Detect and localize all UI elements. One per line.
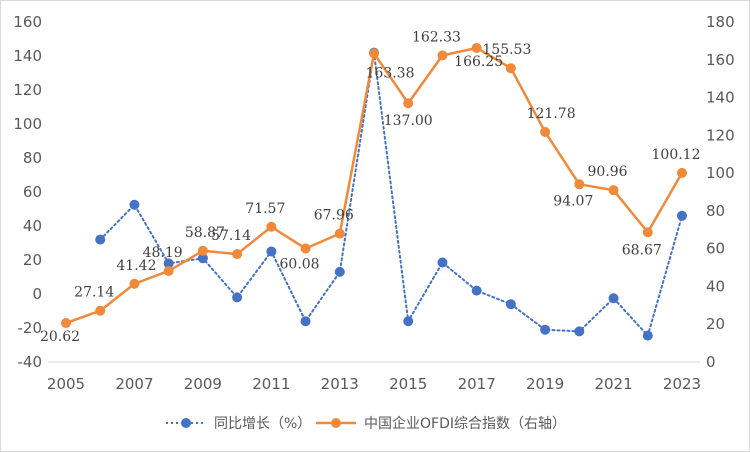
ofdi-data-label: 155.53 bbox=[482, 42, 531, 58]
ofdi-point bbox=[471, 42, 482, 53]
x-axis-tick-label: 2019 bbox=[526, 375, 564, 393]
ofdi-point bbox=[129, 278, 140, 289]
axes: -40 -20 0 20 40 60 80 100 120 140 160 0 20 40 60 80 100 1… bbox=[13, 13, 734, 393]
ofdi-data-label: 58.87 bbox=[185, 225, 225, 241]
growth-point bbox=[540, 324, 551, 335]
growth-point bbox=[95, 234, 106, 245]
growth-point bbox=[163, 258, 174, 269]
right-axis-tick-label: 80 bbox=[706, 202, 725, 220]
left-axis-tick-label: 60 bbox=[23, 183, 42, 201]
growth-point bbox=[642, 330, 653, 341]
ofdi-data-label: 90.96 bbox=[588, 164, 628, 180]
legend-ofdi-label: 中国企业OFDI综合指数（右轴） bbox=[364, 415, 566, 432]
ofdi-point bbox=[163, 265, 174, 276]
right-axis-tick-label: 60 bbox=[706, 240, 725, 258]
right-axis-tick-label: 20 bbox=[706, 315, 725, 333]
right-axis-tick-label: 100 bbox=[706, 164, 735, 182]
ofdi-point bbox=[540, 126, 551, 137]
right-axis-tick-label: 180 bbox=[706, 13, 735, 31]
left-axis-tick-label: 100 bbox=[13, 115, 42, 133]
growth-point bbox=[300, 316, 311, 327]
growth-point bbox=[574, 326, 585, 337]
ofdi-point bbox=[334, 228, 345, 239]
right-axis-tick-label: 0 bbox=[706, 353, 716, 371]
legend-ofdi-marker bbox=[331, 418, 341, 428]
ofdi-point bbox=[300, 243, 311, 254]
ofdi-data-label: 94.07 bbox=[553, 193, 593, 209]
left-axis-tick-label: 0 bbox=[32, 285, 42, 303]
growth-point bbox=[471, 285, 482, 296]
ofdi-point bbox=[642, 227, 653, 238]
ofdi-point bbox=[266, 221, 277, 232]
growth-series-line bbox=[99, 52, 683, 338]
ofdi-point bbox=[369, 48, 379, 59]
ofdi-data-label: 60.08 bbox=[280, 257, 320, 273]
left-axis-tick-label: 160 bbox=[13, 13, 42, 31]
ofdi-point bbox=[505, 63, 516, 74]
legend-growth-label: 同比增长（%） bbox=[214, 416, 311, 432]
x-axis-tick-label: 2023 bbox=[663, 375, 701, 393]
ofdi-data-label: 163.38 bbox=[366, 65, 415, 81]
x-axis-tick-label: 2005 bbox=[47, 375, 85, 393]
left-axis-tick-label: 140 bbox=[13, 47, 42, 65]
x-axis-tick-label: 2017 bbox=[458, 375, 496, 393]
growth-point bbox=[608, 293, 619, 304]
ofdi-point bbox=[232, 249, 243, 260]
ofdi-data-label: 41.42 bbox=[116, 258, 156, 274]
ofdi-data-label: 57.14 bbox=[211, 228, 251, 244]
ofdi-point bbox=[95, 305, 106, 316]
ofdi-data-label: 162.33 bbox=[412, 29, 461, 45]
x-axis-tick-label: 2009 bbox=[184, 375, 222, 393]
growth-point bbox=[129, 199, 140, 210]
ofdi-point bbox=[677, 167, 687, 178]
right-axis-tick-label: 140 bbox=[706, 89, 735, 107]
growth-point bbox=[403, 316, 414, 327]
legend: 同比增长（%） 中国企业OFDI综合指数（右轴） bbox=[166, 415, 566, 432]
right-axis-tick-label: 160 bbox=[706, 51, 735, 69]
left-axis-tick-label: -20 bbox=[18, 319, 43, 337]
left-axis-tick-label: 120 bbox=[13, 81, 42, 99]
series-ofdi-index bbox=[61, 42, 687, 329]
ofdi-point bbox=[61, 318, 71, 329]
ofdi-point bbox=[437, 50, 448, 61]
left-axis-tick-label: 80 bbox=[23, 149, 42, 167]
right-axis-tick-label: 120 bbox=[706, 126, 735, 144]
ofdi-data-label: 137.00 bbox=[384, 113, 433, 129]
left-axis-tick-label: 20 bbox=[23, 251, 42, 269]
growth-point bbox=[266, 246, 277, 257]
ofdi-point bbox=[574, 179, 585, 190]
left-axis-tick-label: 40 bbox=[23, 217, 42, 235]
ofdi-data-label: 67.96 bbox=[314, 208, 354, 224]
ofdi-data-label: 166.25 bbox=[454, 54, 503, 70]
growth-point bbox=[437, 257, 448, 268]
x-axis-tick-label: 2011 bbox=[252, 375, 290, 393]
left-axis-tick-label: -40 bbox=[18, 353, 43, 371]
ofdi-data-label: 48.19 bbox=[143, 245, 183, 261]
ofdi-data-label: 121.78 bbox=[527, 106, 576, 122]
ofdi-data-label: 27.14 bbox=[74, 285, 114, 301]
ofdi-data-label: 71.57 bbox=[245, 201, 285, 217]
ofdi-point bbox=[403, 98, 414, 109]
ofdi-point bbox=[197, 245, 208, 256]
x-axis-tick-label: 2007 bbox=[115, 375, 153, 393]
ofdi-point bbox=[608, 185, 619, 196]
legend-growth-marker bbox=[181, 418, 191, 428]
growth-point bbox=[232, 292, 243, 303]
growth-point bbox=[197, 253, 208, 264]
x-axis-tick-label: 2013 bbox=[321, 375, 359, 393]
growth-point bbox=[334, 266, 345, 277]
right-axis-tick-label: 40 bbox=[706, 277, 725, 295]
ofdi-data-label: 20.62 bbox=[40, 329, 80, 345]
x-axis-tick-label: 2021 bbox=[594, 375, 632, 393]
ofdi-data-label: 100.12 bbox=[652, 147, 701, 163]
ofdi-data-label: 68.67 bbox=[622, 242, 662, 258]
growth-point bbox=[677, 210, 687, 221]
growth-point bbox=[505, 299, 516, 310]
x-axis-tick-label: 2015 bbox=[389, 375, 427, 393]
